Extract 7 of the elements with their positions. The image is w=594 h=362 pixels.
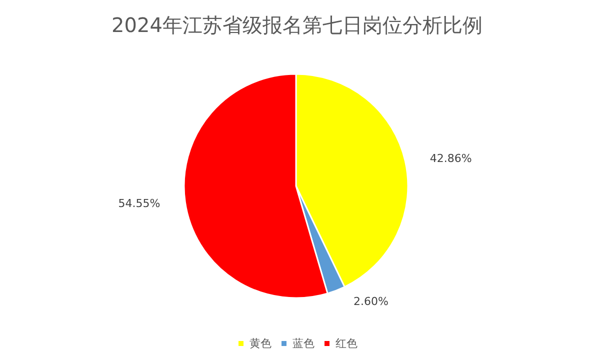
legend-label: 红色 bbox=[336, 337, 358, 350]
chart-title: 2024年江苏省级报名第七日岗位分析比例 bbox=[112, 13, 482, 37]
data-label: 54.55% bbox=[118, 197, 160, 210]
legend-label: 黄色 bbox=[250, 337, 272, 350]
legend-label: 蓝色 bbox=[292, 337, 314, 350]
data-label: 42.86% bbox=[430, 152, 472, 165]
data-label: 2.60% bbox=[354, 295, 388, 308]
